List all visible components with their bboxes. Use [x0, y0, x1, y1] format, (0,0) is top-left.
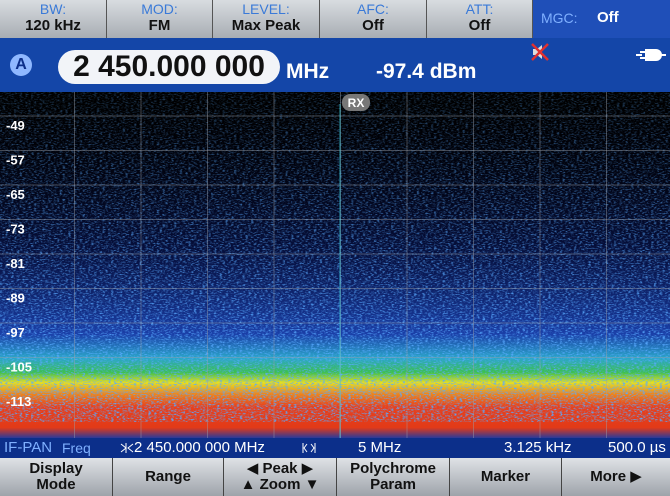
span-icon [302, 443, 316, 453]
resolution: 3.125 kHz [504, 439, 572, 456]
att-cell[interactable]: ATT: Off [427, 0, 533, 38]
softkey-line: Param [370, 476, 416, 493]
mgc-cell[interactable]: MGC: Off [533, 0, 670, 38]
level-label: -57 [6, 153, 25, 168]
mode: IF-PAN [4, 439, 53, 456]
level-label: -89 [6, 291, 25, 306]
softkey[interactable]: ◀ Peak ▶ ▲ Zoom ▼ [224, 458, 337, 496]
value: Off [362, 17, 384, 34]
label: MOD: [141, 1, 178, 17]
value: Off [597, 9, 619, 26]
status-bar: IF-PAN Freq 2 450.000 000 MHz 5 MHz 3.12… [0, 438, 670, 458]
softkey[interactable]: Marker [450, 458, 562, 496]
softkey-line: Marker [480, 468, 531, 485]
value: FM [148, 17, 171, 34]
frequency-bar: A 2 450.000 000 MHz -97.4 dBm [0, 38, 670, 92]
softkey-line: Mode [36, 476, 76, 493]
mod-cell[interactable]: MOD: FM [107, 0, 213, 38]
spectrum-display: RX -49 -57 -65 -73 -81 -89 -97 -105 -113 [0, 92, 670, 438]
center-frequency: 2 450.000 000 MHz [134, 439, 265, 456]
bw-cell[interactable]: BW: 120 kHz [0, 0, 107, 38]
value: Off [468, 17, 491, 34]
label: ATT: [465, 1, 494, 17]
level-label: -105 [6, 360, 32, 375]
softkey-line: Display [29, 460, 83, 477]
param: Freq [62, 440, 91, 456]
time: 500.0 µs [608, 439, 666, 456]
softkey-line: ▲ Zoom ▼ [240, 476, 320, 493]
label: AFC: [357, 1, 389, 17]
softkey[interactable]: Polychrome Param [337, 458, 450, 496]
afc-cell[interactable]: AFC: Off [320, 0, 427, 38]
label: LEVEL: [242, 1, 290, 17]
level-label: -97 [6, 325, 25, 340]
softkey-line: Polychrome [350, 460, 436, 477]
level-readout: -97.4 dBm [376, 60, 477, 83]
label: MGC: [541, 10, 578, 26]
value: 120 kHz [25, 17, 81, 34]
center-icon [120, 443, 134, 453]
frequency-value[interactable]: 2 450.000 000 [58, 50, 280, 84]
rx-badge-bg [342, 94, 370, 111]
level-cell[interactable]: LEVEL: Max Peak [213, 0, 320, 38]
softkey-line: ◀ Peak ▶ [246, 460, 314, 477]
trace-badge: A [10, 54, 32, 76]
span: 5 MHz [358, 439, 402, 456]
softkey-line: Range [145, 468, 191, 485]
power-icon [636, 49, 666, 61]
softkey-line: More ▶ [590, 468, 642, 485]
level-label: -49 [6, 118, 25, 133]
level-label: -81 [6, 256, 25, 271]
softkey[interactable]: More ▶ [562, 458, 670, 496]
softkey[interactable]: Display Mode [0, 458, 113, 496]
mute-icon [531, 43, 549, 61]
value: Max Peak [231, 17, 301, 34]
label: BW: [39, 1, 67, 17]
rx-badge: RX [348, 96, 365, 110]
frequency-unit: MHz [286, 60, 330, 83]
level-label: -65 [6, 187, 25, 202]
level-label: -113 [6, 394, 31, 409]
softkey[interactable]: Range [113, 458, 224, 496]
level-label: -73 [6, 222, 25, 237]
noise-texture [0, 92, 670, 392]
